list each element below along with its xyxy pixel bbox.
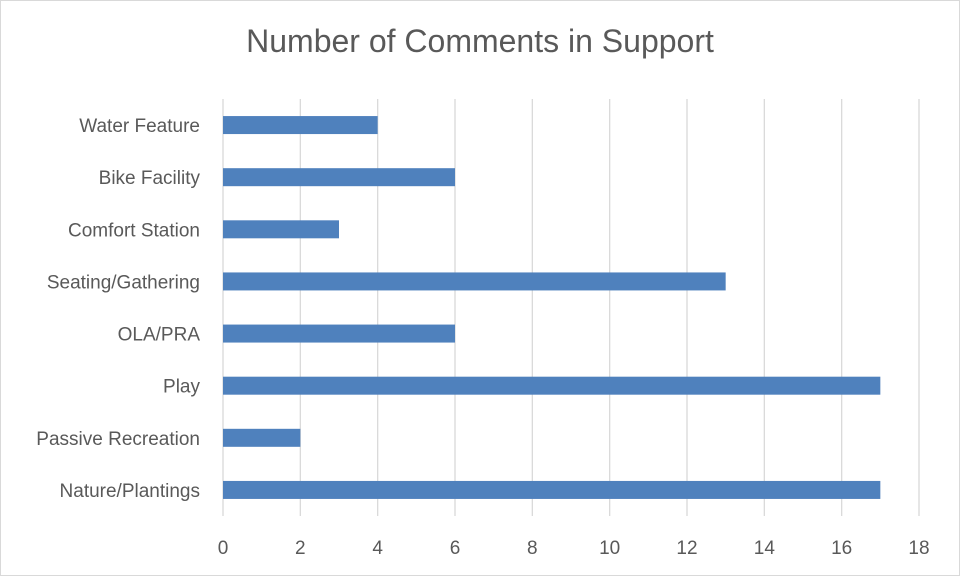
category-label: Play [163,377,200,398]
chart-title: Number of Comments in Support [246,23,714,59]
x-tick-label: 0 [218,538,229,559]
bar [223,168,455,187]
category-label: Bike Facility [99,168,201,189]
category-label: Passive Recreation [36,429,200,450]
x-tick-label: 10 [599,538,620,559]
bar [223,116,378,135]
x-tick-label: 6 [450,538,461,559]
bar [223,376,881,395]
x-tick-label: 2 [295,538,306,559]
category-label: Seating/Gathering [47,272,200,293]
x-tick-label: 4 [372,538,383,559]
category-label: Nature/Plantings [60,481,200,502]
bars [223,116,881,499]
x-tick-label: 18 [908,538,929,559]
x-tick-label: 16 [831,538,852,559]
x-tick-label: 12 [676,538,697,559]
category-label: Water Feature [79,116,200,137]
category-label: Comfort Station [68,220,200,241]
bar [223,480,881,499]
bar [223,428,301,447]
x-tick-label: 8 [527,538,538,559]
y-axis-categories: Water Feature Bike Facility Comfort Statio… [36,116,200,502]
bar [223,272,726,291]
x-axis-ticks: 0 2 4 6 8 10 12 14 16 18 [218,538,930,559]
bar [223,220,339,239]
gridlines [222,99,920,516]
bar [223,324,455,343]
category-label: OLA/PRA [118,325,201,346]
x-tick-label: 14 [754,538,776,559]
